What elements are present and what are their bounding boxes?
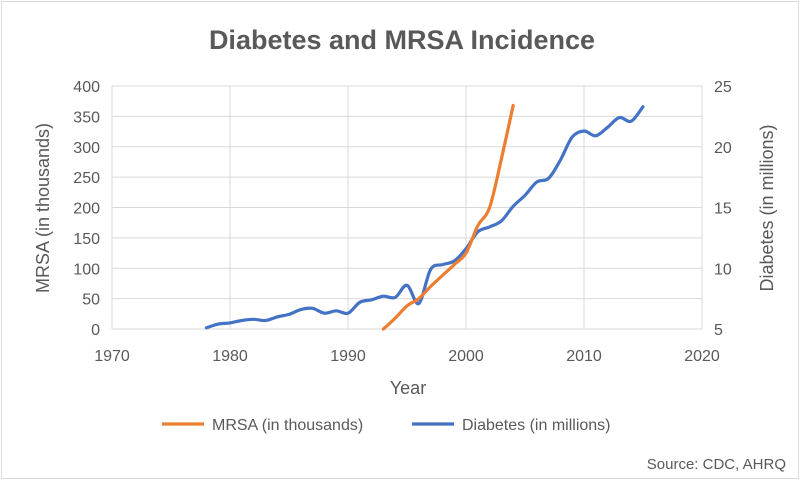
- x-tick: 1990: [330, 348, 366, 365]
- y-tick-left: 100: [73, 261, 100, 278]
- legend-label: MRSA (in thousands): [212, 417, 363, 434]
- y-tick-left: 0: [91, 322, 100, 339]
- chart-title: Diabetes and MRSA Incidence: [209, 25, 595, 55]
- y-tick-left: 400: [73, 79, 100, 96]
- y-tick-left: 200: [73, 201, 100, 218]
- y-tick-right: 15: [714, 201, 732, 218]
- y-tick-right: 10: [714, 261, 732, 278]
- y-tick-left: 300: [73, 140, 100, 157]
- x-tick: 2020: [684, 348, 720, 365]
- y-tick-right: 25: [714, 79, 732, 96]
- x-tick: 2010: [566, 348, 602, 365]
- series-line-mrsa: [381, 103, 515, 331]
- legend-label: Diabetes (in millions): [462, 417, 611, 434]
- y-tick-right: 20: [714, 140, 732, 157]
- x-tick: 1970: [94, 348, 130, 365]
- legend: MRSA (in thousands) Diabetes (in millions…: [162, 417, 611, 434]
- gridlines: [111, 85, 703, 329]
- x-tick: 1980: [212, 348, 248, 365]
- y-tick-left: 350: [73, 109, 100, 126]
- y-axis-title-left: MRSA (in thousands): [33, 123, 53, 293]
- tick-labels: 0 50 100 150 200 250 300 350 400 5 10 15 20 25 1970 198…: [73, 79, 732, 365]
- source-note: Source: CDC, AHRQ: [647, 456, 786, 473]
- x-axis-title: Year: [390, 378, 426, 398]
- y-tick-left: 50: [82, 292, 100, 309]
- y-tick-left: 150: [73, 231, 100, 248]
- y-tick-left: 250: [73, 170, 100, 187]
- series-layer: [204, 103, 645, 331]
- series-line-diabetes: [204, 105, 645, 330]
- y-axis-title-right: Diabetes (in millions): [757, 124, 777, 291]
- x-tick: 2000: [448, 348, 484, 365]
- y-tick-right: 5: [714, 322, 723, 339]
